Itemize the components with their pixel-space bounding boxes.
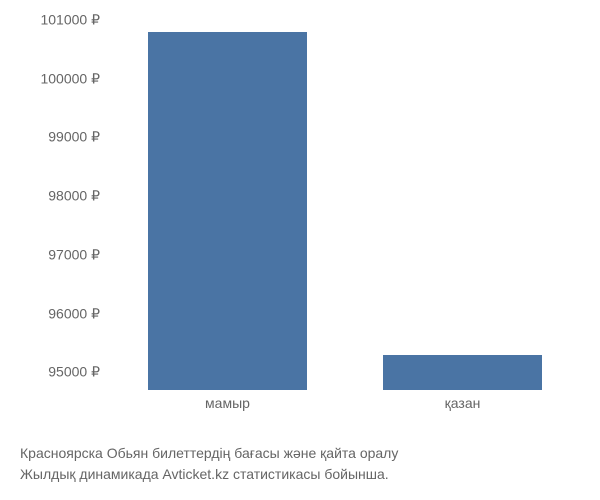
y-tick-label: 95000 ₽	[48, 364, 100, 381]
y-tick-label: 98000 ₽	[48, 188, 100, 205]
y-tick-label: 100000 ₽	[40, 70, 100, 87]
plot-area	[110, 20, 580, 390]
bar	[383, 355, 543, 390]
caption-line-1: Красноярска Обьян билеттердің бағасы жән…	[20, 443, 398, 464]
y-tick-label: 96000 ₽	[48, 305, 100, 322]
x-tick-label: мамыр	[205, 395, 250, 411]
y-tick-label: 99000 ₽	[48, 129, 100, 146]
bar	[148, 32, 308, 390]
y-tick-label: 97000 ₽	[48, 246, 100, 263]
y-tick-label: 101000 ₽	[40, 12, 100, 29]
x-axis: мамыр қазан	[110, 395, 580, 425]
y-axis: 95000 ₽ 96000 ₽ 97000 ₽ 98000 ₽ 99000 ₽ 10000…	[20, 20, 110, 390]
caption-line-2: Жылдық динамикада Avticket.kz статистика…	[20, 464, 398, 485]
chart-container: 95000 ₽ 96000 ₽ 97000 ₽ 98000 ₽ 99000 ₽ 10000…	[20, 20, 580, 430]
x-tick-label: қазан	[445, 395, 481, 411]
chart-caption: Красноярска Обьян билеттердің бағасы жән…	[20, 443, 398, 485]
